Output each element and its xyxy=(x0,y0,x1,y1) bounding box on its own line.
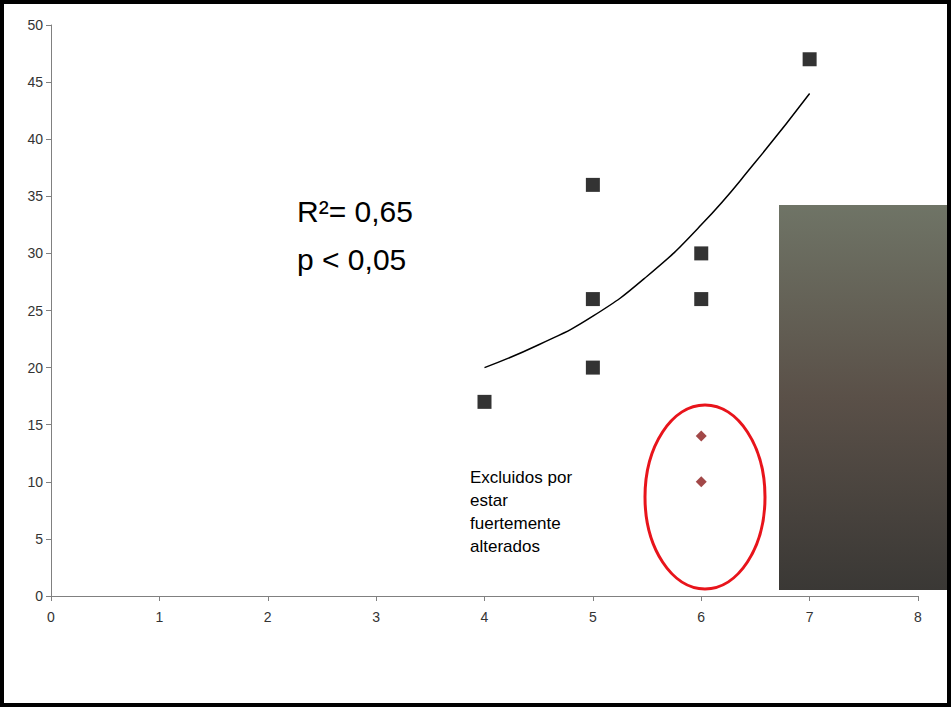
svg-text:p < 0,05: p < 0,05 xyxy=(297,243,406,276)
svg-text:45: 45 xyxy=(27,74,43,90)
svg-text:5: 5 xyxy=(35,531,43,547)
svg-text:35: 35 xyxy=(27,188,43,204)
svg-text:1: 1 xyxy=(155,609,163,625)
svg-text:R²= 0,65: R²= 0,65 xyxy=(297,195,413,228)
svg-text:4: 4 xyxy=(481,609,489,625)
svg-text:3: 3 xyxy=(372,609,380,625)
svg-text:5: 5 xyxy=(589,609,597,625)
svg-text:0: 0 xyxy=(47,609,55,625)
svg-text:40: 40 xyxy=(27,131,43,147)
svg-text:2: 2 xyxy=(264,609,272,625)
svg-text:8: 8 xyxy=(914,609,922,625)
svg-text:0: 0 xyxy=(35,588,43,604)
svg-text:30: 30 xyxy=(27,245,43,261)
svg-text:20: 20 xyxy=(27,360,43,376)
svg-text:50: 50 xyxy=(27,17,43,33)
svg-text:7: 7 xyxy=(806,609,814,625)
svg-text:fuertemente: fuertemente xyxy=(470,514,561,533)
svg-text:Excluidos por: Excluidos por xyxy=(470,468,572,487)
svg-text:25: 25 xyxy=(27,303,43,319)
svg-text:15: 15 xyxy=(27,417,43,433)
svg-text:estar: estar xyxy=(470,491,508,510)
svg-text:6: 6 xyxy=(697,609,705,625)
svg-text:10: 10 xyxy=(27,474,43,490)
svg-text:alterados: alterados xyxy=(470,537,540,556)
